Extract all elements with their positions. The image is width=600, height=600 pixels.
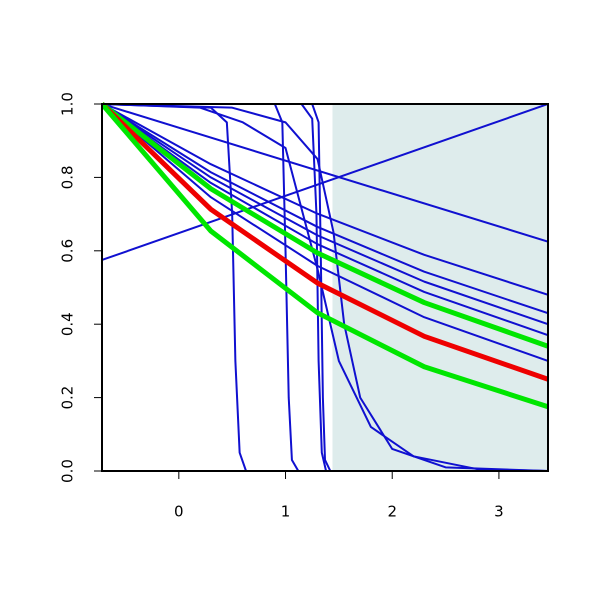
x-tick-label: 3 bbox=[494, 503, 504, 521]
y-tick-label: 0.8 bbox=[59, 165, 77, 189]
series-line bbox=[102, 103, 548, 472]
series-line bbox=[102, 103, 548, 296]
y-tick-label: 0.2 bbox=[59, 386, 77, 410]
series-line bbox=[102, 103, 548, 472]
x-tick-label: 2 bbox=[387, 503, 397, 521]
series-line bbox=[102, 102, 548, 382]
y-tick-label: 0.0 bbox=[59, 459, 77, 483]
series-line bbox=[102, 103, 548, 261]
series-line bbox=[102, 103, 548, 472]
y-tick-label: 1.0 bbox=[59, 92, 77, 116]
x-tick-label: 1 bbox=[281, 503, 291, 521]
series-line bbox=[102, 103, 548, 243]
x-tick-label: 0 bbox=[174, 503, 184, 521]
series-line bbox=[102, 103, 548, 472]
series-line bbox=[102, 102, 548, 410]
series-line bbox=[102, 103, 548, 472]
y-tick-label: 0.6 bbox=[59, 239, 77, 263]
y-tick-label: 0.4 bbox=[59, 312, 77, 336]
series-line bbox=[102, 102, 548, 349]
plot-frame bbox=[101, 103, 549, 472]
